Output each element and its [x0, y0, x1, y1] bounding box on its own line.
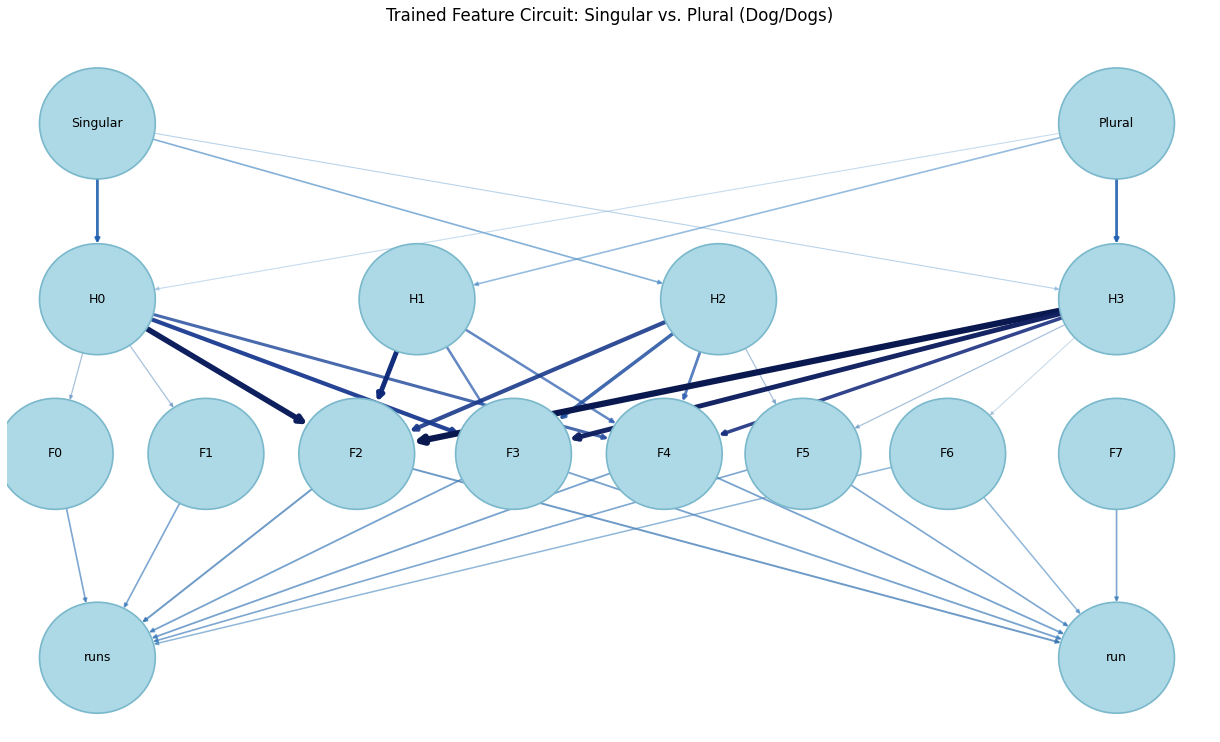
FancyArrowPatch shape: [1115, 509, 1119, 600]
Ellipse shape: [39, 603, 155, 713]
FancyArrowPatch shape: [412, 469, 1059, 643]
FancyArrowPatch shape: [575, 314, 1060, 439]
FancyArrowPatch shape: [447, 347, 482, 404]
Text: Plural: Plural: [1099, 117, 1135, 130]
FancyArrowPatch shape: [155, 134, 1059, 290]
Text: F6: F6: [941, 447, 955, 460]
FancyArrowPatch shape: [466, 329, 614, 422]
FancyArrowPatch shape: [414, 322, 666, 430]
FancyArrowPatch shape: [420, 311, 1060, 443]
Text: F3: F3: [506, 447, 521, 460]
FancyArrowPatch shape: [151, 319, 455, 433]
Text: Singular: Singular: [72, 117, 123, 130]
FancyArrowPatch shape: [475, 137, 1060, 286]
Ellipse shape: [606, 398, 722, 509]
FancyArrowPatch shape: [151, 479, 462, 631]
FancyArrowPatch shape: [155, 467, 892, 645]
Text: H1: H1: [409, 292, 426, 306]
Text: F4: F4: [656, 447, 672, 460]
FancyArrowPatch shape: [378, 351, 396, 397]
FancyArrowPatch shape: [1115, 179, 1119, 240]
Text: H0: H0: [89, 292, 106, 306]
FancyArrowPatch shape: [146, 329, 303, 421]
Text: F5: F5: [795, 447, 810, 460]
FancyArrowPatch shape: [155, 470, 748, 642]
FancyArrowPatch shape: [745, 348, 776, 404]
Title: Trained Feature Circuit: Singular vs. Plural (Dog/Dogs): Trained Feature Circuit: Singular vs. Pl…: [387, 7, 833, 25]
Ellipse shape: [39, 243, 155, 355]
FancyArrowPatch shape: [66, 508, 87, 602]
FancyArrowPatch shape: [991, 338, 1075, 415]
FancyArrowPatch shape: [716, 477, 1063, 634]
FancyArrowPatch shape: [855, 324, 1065, 428]
Text: runs: runs: [84, 651, 111, 664]
Text: F7: F7: [1109, 447, 1124, 460]
Text: F0: F0: [48, 447, 62, 460]
Text: F1: F1: [199, 447, 214, 460]
Text: H3: H3: [1108, 292, 1125, 306]
Ellipse shape: [889, 398, 1005, 509]
Ellipse shape: [661, 243, 776, 355]
FancyArrowPatch shape: [722, 318, 1063, 435]
Ellipse shape: [1059, 68, 1175, 179]
FancyArrowPatch shape: [95, 179, 99, 240]
Ellipse shape: [39, 68, 155, 179]
Ellipse shape: [1059, 398, 1175, 509]
Ellipse shape: [148, 398, 264, 509]
FancyArrowPatch shape: [129, 345, 173, 407]
FancyArrowPatch shape: [850, 485, 1068, 626]
Ellipse shape: [1059, 603, 1175, 713]
Ellipse shape: [745, 398, 861, 509]
Text: run: run: [1107, 651, 1127, 664]
FancyArrowPatch shape: [569, 473, 1060, 639]
Ellipse shape: [0, 398, 113, 509]
FancyArrowPatch shape: [562, 333, 673, 417]
FancyArrowPatch shape: [683, 352, 700, 398]
FancyArrowPatch shape: [152, 139, 661, 283]
FancyArrowPatch shape: [70, 353, 83, 399]
Ellipse shape: [359, 243, 475, 355]
FancyArrowPatch shape: [152, 315, 605, 439]
Ellipse shape: [455, 398, 571, 509]
Ellipse shape: [299, 398, 415, 509]
FancyArrowPatch shape: [156, 134, 1060, 290]
FancyArrowPatch shape: [154, 473, 610, 638]
FancyArrowPatch shape: [144, 489, 312, 621]
Text: F2: F2: [349, 447, 365, 460]
FancyArrowPatch shape: [983, 497, 1080, 613]
FancyArrowPatch shape: [124, 503, 179, 607]
Ellipse shape: [1059, 243, 1175, 355]
Text: H2: H2: [710, 292, 727, 306]
